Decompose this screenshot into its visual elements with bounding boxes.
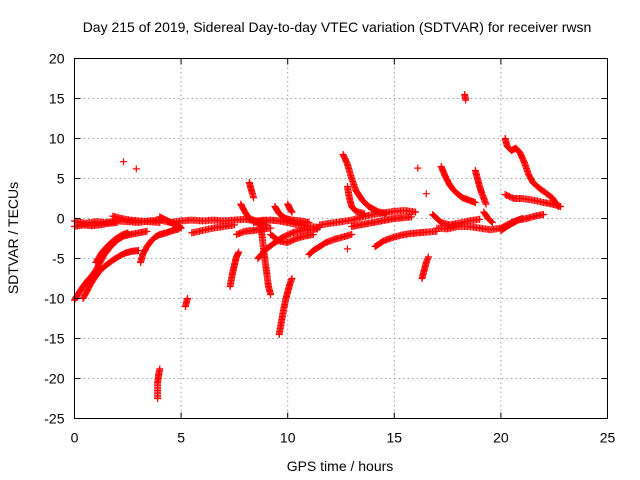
data-track (343, 245, 351, 253)
grid (74, 58, 608, 419)
y-tick-label: -25 (44, 411, 64, 427)
data-track (120, 158, 127, 166)
y-tick-label: 20 (49, 51, 65, 67)
y-tick-label: -20 (44, 371, 64, 387)
y-tick-label: -10 (44, 291, 64, 307)
data-track (461, 91, 470, 104)
data-track (305, 231, 356, 258)
data-track (226, 248, 243, 290)
data-track (233, 224, 275, 238)
data-track (156, 213, 185, 232)
x-tick-label: 25 (600, 430, 616, 446)
data-track (267, 231, 317, 246)
data-track (188, 221, 238, 237)
data-track (71, 227, 151, 304)
data-track (275, 275, 296, 338)
y-tick-label: -15 (44, 331, 64, 347)
data-track (501, 191, 565, 210)
data-track (92, 229, 132, 266)
data-track (422, 190, 430, 198)
x-tick-label: 0 (71, 430, 79, 446)
y-tick-label: 5 (57, 171, 65, 187)
data-track (418, 253, 432, 282)
data-track (480, 208, 496, 226)
y-tick-label: 10 (49, 131, 65, 147)
y-tick-label: 15 (49, 91, 65, 107)
data-track (181, 295, 191, 310)
data-track (414, 164, 422, 172)
data-track (497, 211, 547, 234)
chart-title: Day 215 of 2019, Sidereal Day-to-day VTE… (83, 19, 592, 35)
data-track (471, 167, 490, 208)
data-track (437, 163, 479, 206)
data-points (71, 91, 565, 402)
data-track (271, 203, 313, 226)
data-track (348, 213, 415, 230)
y-axis-label: SDTVAR / TECUs (5, 182, 21, 294)
x-axis-label: GPS time / hours (287, 458, 394, 474)
x-tick-label: 15 (387, 430, 403, 446)
data-track (132, 165, 140, 173)
x-tick-label: 5 (177, 430, 185, 446)
data-track (109, 212, 164, 226)
data-track (284, 200, 296, 216)
data-track (256, 219, 275, 298)
x-tick-label: 20 (493, 430, 509, 446)
y-tick-label: 0 (57, 211, 65, 227)
data-track (154, 365, 164, 402)
data-track (137, 225, 183, 266)
axis-ticks: -25 -20 -15 -10 -5 0 5 10 15 20 0 5 10 15 20 25 (44, 51, 615, 446)
data-track (343, 183, 368, 218)
data-track (501, 135, 562, 210)
x-tick-label: 10 (280, 430, 296, 446)
y-tick-label: -5 (52, 251, 65, 267)
data-track (371, 227, 441, 250)
data-track (245, 179, 258, 202)
plot-frame (74, 58, 608, 419)
data-track (79, 247, 142, 302)
data-track (339, 151, 390, 218)
